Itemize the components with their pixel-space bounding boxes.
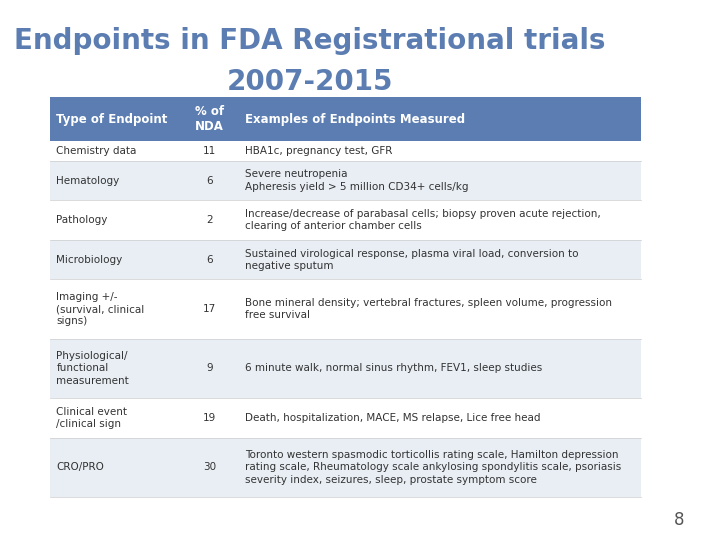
Bar <box>50 339 641 398</box>
Bar <box>50 398 641 437</box>
Text: 11: 11 <box>203 146 217 156</box>
Text: HBA1c, pregnancy test, GFR: HBA1c, pregnancy test, GFR <box>246 146 392 156</box>
Text: 19: 19 <box>203 413 217 423</box>
Text: Toronto western spasmodic torticollis rating scale, Hamilton depression
rating s: Toronto western spasmodic torticollis ra… <box>246 450 621 484</box>
Text: 6: 6 <box>207 255 213 265</box>
Text: Type of Endpoint: Type of Endpoint <box>56 113 168 126</box>
Text: Endpoints in FDA Registrational trials: Endpoints in FDA Registrational trials <box>14 27 606 55</box>
Text: 6 minute walk, normal sinus rhythm, FEV1, sleep studies: 6 minute walk, normal sinus rhythm, FEV1… <box>246 363 542 373</box>
Text: Increase/decrease of parabasal cells; biopsy proven acute rejection,
clearing of: Increase/decrease of parabasal cells; bi… <box>246 209 601 231</box>
Text: Severe neutropenia
Apheresis yield > 5 million CD34+ cells/kg: Severe neutropenia Apheresis yield > 5 m… <box>246 170 469 192</box>
Text: Clinical event
/clinical sign: Clinical event /clinical sign <box>56 407 127 429</box>
Text: Bone mineral density; vertebral fractures, spleen volume, progression
free survi: Bone mineral density; vertebral fracture… <box>246 298 612 320</box>
Text: 8: 8 <box>673 511 684 529</box>
Text: FDA: FDA <box>634 38 684 59</box>
Text: Microbiology: Microbiology <box>56 255 122 265</box>
Text: Physiological/
functional
measurement: Physiological/ functional measurement <box>56 351 129 386</box>
Bar <box>50 437 641 497</box>
Text: 17: 17 <box>203 304 217 314</box>
Text: 2: 2 <box>207 215 213 225</box>
Bar <box>50 141 641 161</box>
Bar <box>50 200 641 240</box>
Text: Sustained virological response, plasma viral load, conversion to
negative sputum: Sustained virological response, plasma v… <box>246 248 579 271</box>
Text: Imaging +/-
(survival, clinical
signs): Imaging +/- (survival, clinical signs) <box>56 292 145 327</box>
Bar <box>50 240 641 280</box>
Text: % of
NDA: % of NDA <box>195 105 225 133</box>
Text: 2007-2015: 2007-2015 <box>226 68 393 96</box>
Text: Pathology: Pathology <box>56 215 108 225</box>
Bar <box>50 97 641 141</box>
Text: 6: 6 <box>207 176 213 186</box>
Text: Hematology: Hematology <box>56 176 120 186</box>
Text: 30: 30 <box>203 462 217 472</box>
Text: Chemistry data: Chemistry data <box>56 146 137 156</box>
Text: Examples of Endpoints Measured: Examples of Endpoints Measured <box>246 113 465 126</box>
Text: 9: 9 <box>207 363 213 373</box>
Text: CRO/PRO: CRO/PRO <box>56 462 104 472</box>
Bar <box>50 161 641 200</box>
Bar <box>50 280 641 339</box>
Text: Death, hospitalization, MACE, MS relapse, Lice free head: Death, hospitalization, MACE, MS relapse… <box>246 413 541 423</box>
